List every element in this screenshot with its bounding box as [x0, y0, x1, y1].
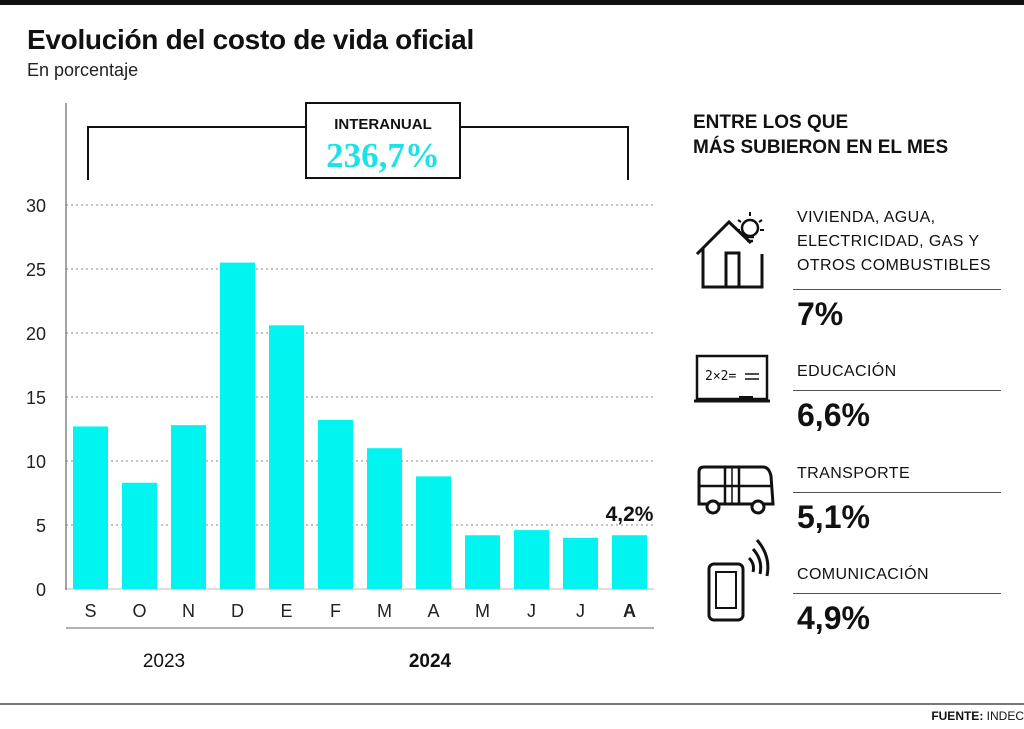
y-tick-label: 15: [26, 388, 46, 408]
category-divider: [793, 492, 1001, 493]
interanual-value: 236,7%: [326, 136, 440, 175]
source-note: FUENTE: INDEC: [931, 709, 1024, 723]
interanual-bracket-right: [460, 126, 629, 180]
year-group-label: 2023: [143, 651, 185, 672]
x-tick-label: N: [182, 601, 195, 621]
x-tick-label: F: [330, 601, 341, 621]
chart-title: Evolución del costo de vida oficial: [27, 24, 474, 55]
x-tick-label: A: [623, 601, 636, 621]
bar: [73, 426, 108, 589]
interanual-box: [305, 102, 461, 179]
bar: [220, 262, 255, 589]
bar-chart: INTERANUAL 236,7% 0 5 10 15 20 25 30 S O N D E F M A M J…: [26, 102, 654, 672]
y-tick-label: 0: [36, 580, 46, 600]
interanual-label: INTERANUAL: [334, 116, 432, 133]
blackboard-icon: 2×2=: [694, 354, 770, 403]
x-tick-label: M: [377, 601, 392, 621]
x-tick-label: A: [427, 601, 439, 621]
category-label-vivienda: VIVIENDA, AGUA, ELECTRICIDAD, GAS Y OTRO…: [797, 209, 991, 274]
category-value-educacion: 6,6%: [797, 397, 870, 433]
x-tick-label: J: [576, 601, 585, 621]
x-tick-label: E: [280, 601, 292, 621]
phone-icon: [707, 539, 770, 622]
side-heading-line1: ENTRE LOS QUE: [693, 112, 849, 133]
bar: [465, 535, 500, 589]
year-group-label: 2024: [409, 651, 452, 672]
footer-rule: [0, 703, 1024, 705]
bar: [514, 530, 549, 589]
y-tick-label: 30: [26, 196, 46, 216]
bar: [612, 535, 647, 589]
bar: [122, 482, 157, 589]
bar: [269, 325, 304, 589]
side-heading-line2: MÁS SUBIERON EN EL MES: [693, 137, 949, 158]
house-bulb-icon: [695, 212, 764, 289]
category-value-transporte: 5,1%: [797, 499, 870, 535]
y-tick-label: 20: [26, 324, 46, 344]
y-tick-label: 25: [26, 260, 46, 280]
top-rule: [0, 0, 1024, 5]
category-value-comunicacion: 4,9%: [797, 600, 870, 636]
source-value: INDEC: [986, 709, 1024, 723]
interanual-bracket-left: [87, 126, 306, 180]
category-divider: [793, 289, 1001, 290]
x-tick-label: M: [475, 601, 490, 621]
side-heading: ENTRE LOS QUE MÁS SUBIERON EN EL MES: [693, 110, 948, 160]
category-label-educacion: EDUCACIÓN: [797, 363, 897, 380]
chart-subtitle: En porcentaje: [27, 60, 139, 80]
bar: [171, 425, 206, 589]
bar: [318, 420, 353, 589]
bar: [416, 476, 451, 589]
bar: [367, 448, 402, 589]
category-value-vivienda: 7%: [797, 296, 844, 332]
bus-icon: [697, 465, 775, 515]
bar-annotation: 4,2%: [606, 503, 654, 526]
interanual-callout: INTERANUAL 236,7%: [87, 102, 629, 180]
x-tick-label: O: [132, 601, 146, 621]
y-tick-label: 10: [26, 452, 46, 472]
x-tick-label: J: [527, 601, 536, 621]
category-label-transporte: TRANSPORTE: [797, 465, 911, 482]
category-divider: [793, 390, 1001, 391]
x-tick-label: D: [231, 601, 244, 621]
category-label-comunicacion: COMUNICACIÓN: [797, 566, 929, 583]
source-label: FUENTE:: [931, 709, 984, 723]
y-tick-label: 5: [36, 516, 46, 536]
svg-text:2×2=: 2×2=: [705, 369, 736, 384]
bar: [563, 537, 598, 589]
category-divider: [793, 593, 1001, 594]
x-tick-label: S: [84, 601, 96, 621]
